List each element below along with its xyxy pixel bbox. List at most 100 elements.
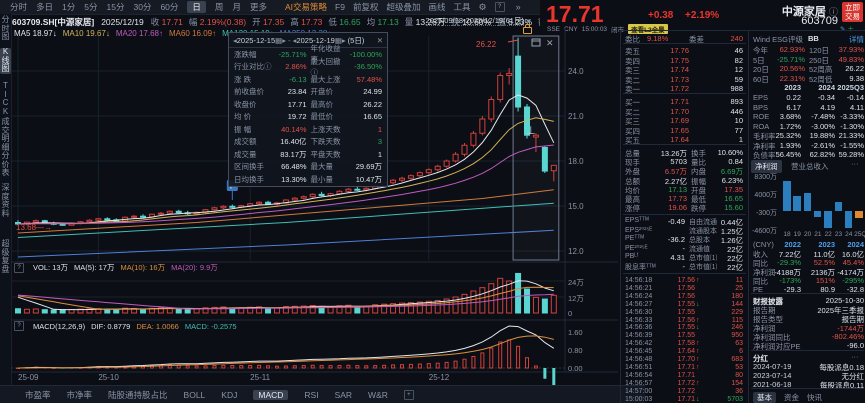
mini-chart-tab-营业总收入[interactable]: 营业总收入 [791,162,829,171]
sidebar-item-分价表[interactable]: 分 价 表 [1,151,10,177]
bid-level-label[interactable]: 买一 [625,98,640,107]
candle-body [425,169,432,174]
ask-price[interactable]: 17.73 [670,74,689,84]
trade-price: 17.55 [677,324,695,332]
macd-hist-bar [239,365,244,369]
bid-price[interactable]: 17.65 [670,125,689,135]
indicator-tab-MACD[interactable]: MACD [253,390,289,400]
ask-level-label[interactable]: 卖二 [625,75,640,85]
ask-price[interactable]: 17.74 [670,65,689,74]
cny-value: -4188万 [774,268,801,277]
period-tab-15分[interactable]: 15分 [106,2,125,12]
tool-画线[interactable]: 画线 [428,2,446,12]
bid-price[interactable]: 17.71 [670,97,689,106]
rpanel-tab-基本[interactable]: 基本 [753,392,776,403]
sidebar-item-成交明细[interactable]: 成 交 明 细 [1,117,10,152]
ask-level-label[interactable]: 卖五 [625,47,640,56]
period-tab-日[interactable]: 日 [187,1,206,13]
period-tab-5分[interactable]: 5分 [84,2,98,12]
ask-price[interactable]: 17.76 [670,46,689,55]
indicator-tab-市盈率[interactable]: 市盈率 [25,390,51,400]
rpanel-tab-快讯[interactable]: 快讯 [807,393,822,402]
quick-action-icons[interactable]: ✎＋ [840,23,856,33]
tool-F9[interactable]: F9 [335,2,345,12]
volume-bar [515,272,522,314]
calendar-icon2[interactable]: ▦ [334,35,342,45]
help-icon[interactable]: ? [14,321,24,331]
indicator-tab-市净率[interactable]: 市净率 [66,390,93,400]
bid-level-label[interactable]: 买四 [625,126,640,136]
mini-chart-xtick: 22 [824,231,832,238]
period-tab-月[interactable]: 月 [232,2,241,12]
period-tab-60分[interactable]: 60分 [160,2,179,12]
bid-level-label[interactable]: 买二 [625,107,640,117]
range-start-date[interactable]: 2025-12-15 [236,35,276,45]
next-date-arrow[interactable]: ▸ [282,35,286,45]
add-indicator-icon[interactable]: + [403,390,414,400]
mini-chart-tab-净利润[interactable]: 净利润 [751,160,782,173]
more-icon[interactable]: ··· [851,159,859,168]
lock-icon[interactable] [523,24,532,34]
help-icon[interactable]: ? [14,262,24,273]
date-range-text[interactable]: 2025/09/18-2025/12/19(61日) [425,16,524,26]
ask-level-label[interactable]: 卖四 [625,56,640,66]
sidebar-item-分时图[interactable]: 分 时 图 [1,15,10,41]
date-range-selector[interactable]: 2025/09/18-2025/12/19(61日) ▼ [420,15,532,35]
indicator-tab-KDJ[interactable]: KDJ [221,390,238,400]
volume-tick: 12万 [568,294,584,303]
gear-icon[interactable]: ⚙ [478,1,487,12]
volume-bar [425,300,432,314]
period-tab-更多[interactable]: 更多 [249,2,267,12]
ask-level-label[interactable]: 卖三 [625,66,640,75]
period-tab-1分[interactable]: 1分 [62,2,76,12]
indicator-tab-W&R[interactable]: W&R [368,390,388,400]
bid-price[interactable]: 17.70 [670,106,689,116]
bid-price[interactable]: 17.69 [670,116,689,125]
trade-direction-arrow: ↓ [696,300,700,308]
fin-value: -1.30% [840,121,864,131]
period-tab-分时[interactable]: 分时 [10,2,28,12]
range-end-date[interactable]: 2025-12-19 [296,35,335,45]
rpanel-tab-资金[interactable]: 资金 [784,393,799,402]
ask-price[interactable]: 17.75 [670,55,689,65]
period-tab-30分[interactable]: 30分 [133,2,152,12]
sidebar-item-超级复盘[interactable]: 超 级 复 盘 [1,239,10,274]
bid-price[interactable]: 17.64 [670,135,689,144]
calendar-icon[interactable]: ▦ [275,35,283,45]
tool-AI交易策略[interactable]: AI交易策略 [284,2,328,12]
close-icon[interactable]: ✕ [376,35,383,45]
indicator-tab-RSI[interactable]: RSI [304,390,319,400]
ma-legend-MA60: MA60 16.09↑ [168,29,217,38]
sidebar-item-TICK[interactable]: T I C K [2,81,9,116]
macd-hist-bar [292,365,297,369]
trade-price: 17.64 [677,348,695,356]
tool-超级叠加[interactable]: 超级叠加 [386,2,421,12]
valuation-value: 22亿 [727,263,743,272]
help-icon[interactable]: ? [494,2,505,12]
tool-前复权[interactable]: 前复权 [352,2,379,12]
ask-level-label[interactable]: 卖一 [625,85,640,94]
more-icon[interactable]: ··· [851,352,859,361]
trade-volume: 80 [735,371,743,379]
indicator-tab-陆股通持股占比[interactable]: 陆股通持股占比 [108,390,168,400]
bid-level-label[interactable]: 买五 [625,136,640,145]
sidebar-item-K线图[interactable]: K 线 图 [0,47,11,74]
esg-details-link[interactable]: 详情 [849,35,864,44]
prev-date-arrow[interactable]: ◂ [233,35,237,45]
info-icon[interactable]: ⓘ [828,7,838,17]
ask-price[interactable]: 17.72 [670,84,689,93]
sidebar-item-深度资料[interactable]: 深 度 资 料 [1,183,10,218]
bid-level-label[interactable]: 买三 [625,117,640,126]
period-tab-周[interactable]: 周 [214,2,224,12]
period-tab-多日[interactable]: 多日 [36,2,54,12]
trade-now-button[interactable]: 立即交易 [842,2,863,22]
next-date-arrow2[interactable]: ▸ [341,35,346,45]
tool-工具[interactable]: 工具 [453,2,471,12]
chevron-down-icon[interactable]: ▼ [526,19,532,25]
prev-date-arrow2[interactable]: ◂ [292,35,297,45]
expand-icon[interactable]: » [515,2,521,12]
indicator-tab-BOLL[interactable]: BOLL [183,390,206,400]
indicator-tab-SAR[interactable]: SAR [334,390,353,400]
trade-time: 14:57:00 [625,387,653,395]
